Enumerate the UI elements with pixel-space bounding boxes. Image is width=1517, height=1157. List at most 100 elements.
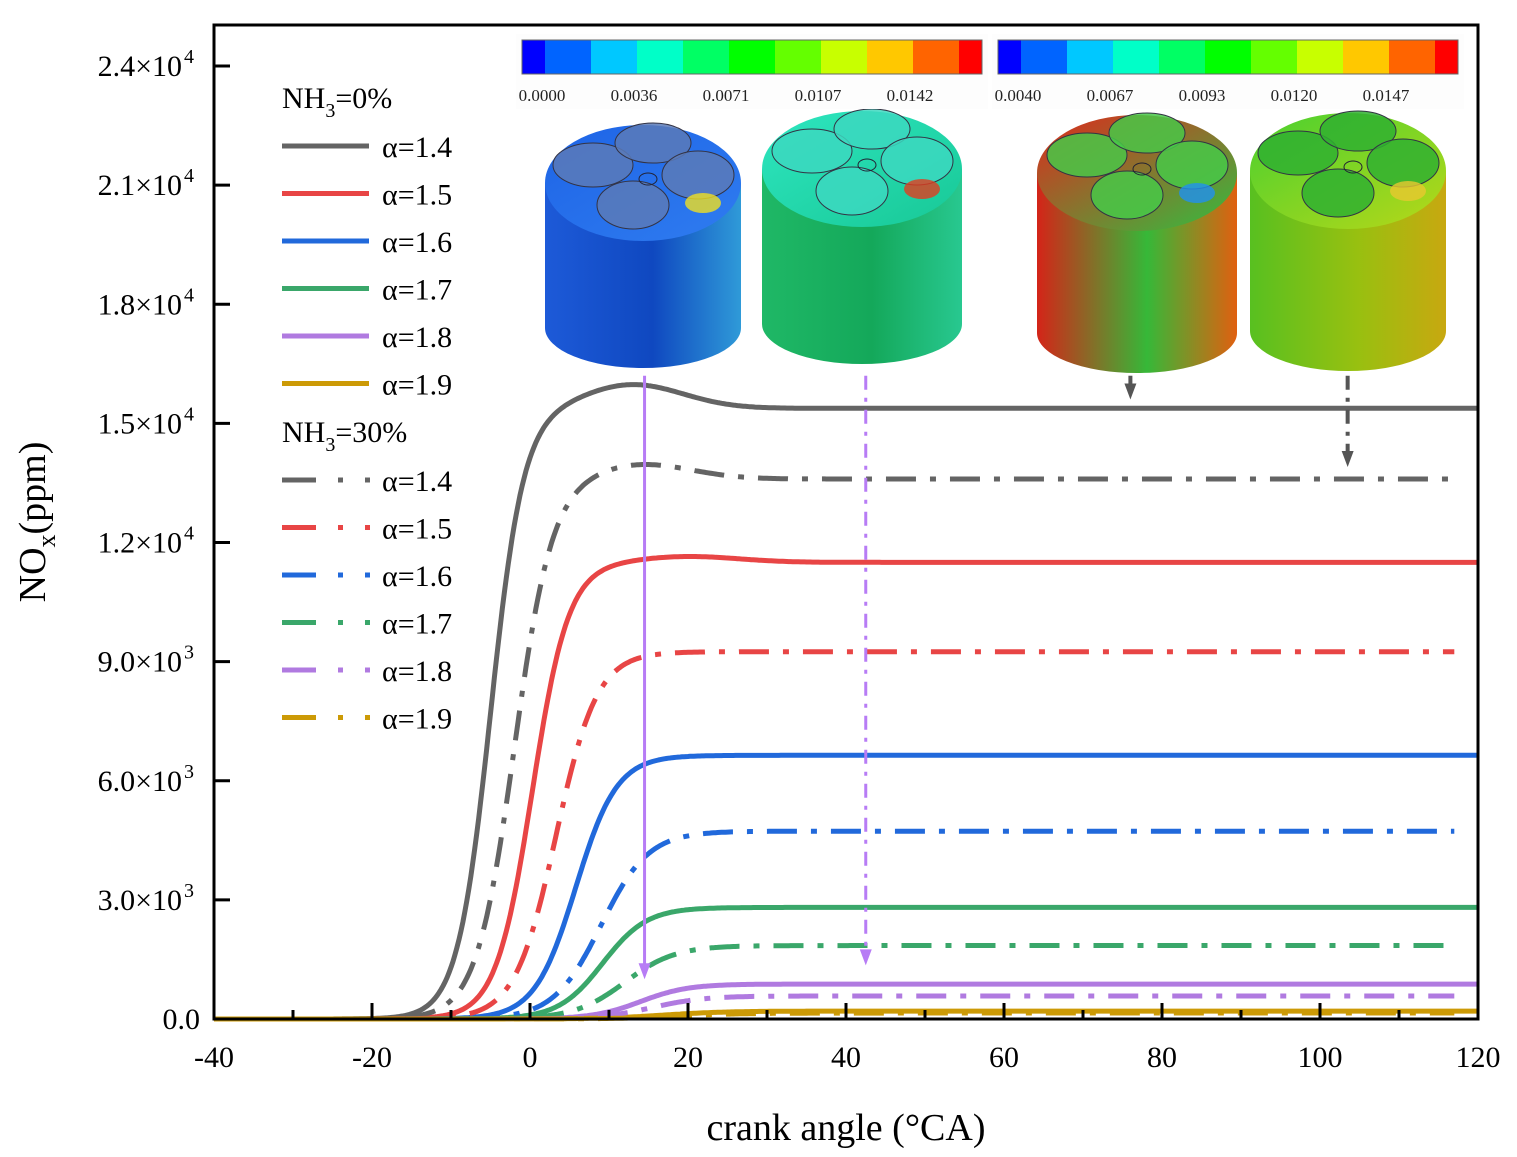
y-tick-label: 0.0 xyxy=(163,1003,201,1036)
legend-entry-label: α=1.7 xyxy=(382,608,452,641)
legend-entry-label: α=1.8 xyxy=(382,321,452,354)
y-tick-label: 2.4×10 xyxy=(98,50,182,83)
colorbar-swatch xyxy=(591,40,638,74)
valve-hole xyxy=(1319,110,1397,152)
colorbar-border xyxy=(521,39,983,75)
y-tick-exponent: 4 xyxy=(184,284,194,306)
legend-swatch-dot xyxy=(338,715,343,720)
colorbar-label: 0.0067 xyxy=(1087,86,1134,105)
colorbar-swatch xyxy=(1159,40,1206,74)
colorbar-swatch xyxy=(775,40,822,74)
annotation-arrow xyxy=(859,375,872,966)
series-line-nh3-0-alpha-1-7 xyxy=(213,904,1479,1022)
y-tick-exponent: 3 xyxy=(184,761,194,783)
y-tick-label: 1.2×10 xyxy=(98,527,182,560)
legend-swatch-dot xyxy=(365,667,370,673)
insets-layer xyxy=(537,102,1454,376)
x-tick-label: 100 xyxy=(1298,1041,1343,1074)
legend: NH3=0% α=1.4 α=1.5 α=1.6 α=1.7 α=1.8 α=1.9 NH3=… xyxy=(282,82,452,736)
colorbar-label: 0.0147 xyxy=(1363,86,1410,105)
colorbar-0: 0.0000 0.0036 0.0071 0.0107 0.0142 xyxy=(516,34,988,109)
colorbar-label: 0.0107 xyxy=(795,86,842,105)
legend-entry-label: α=1.8 xyxy=(382,655,452,688)
y-axis-title: NOx(ppm) xyxy=(12,442,61,603)
colorbar-label: 0.0036 xyxy=(611,86,658,105)
x-tick-label: 20 xyxy=(673,1041,703,1074)
colorbar-swatch xyxy=(959,40,983,74)
inset-nh3-0-alpha-1-8-bowl xyxy=(754,102,970,367)
y-tick-label: 1.5×10 xyxy=(98,407,182,440)
colorbar-swatch xyxy=(1205,40,1252,74)
legend-entry-label: α=1.6 xyxy=(382,226,452,259)
x-tick-label: 120 xyxy=(1456,1041,1501,1074)
arrow-head xyxy=(859,949,872,966)
y-tick-exponent: 4 xyxy=(184,46,194,68)
x-tick-label: -20 xyxy=(352,1041,392,1074)
valve-hole xyxy=(661,150,735,200)
arrow-head xyxy=(638,963,651,980)
colorbars: 0.0000 0.0036 0.0071 0.0107 0.0142 0.0040 0.00… xyxy=(516,34,1464,109)
series-line-nh3-0-alpha-1-4 xyxy=(213,382,1479,1022)
colorbar-swatch xyxy=(522,40,546,74)
annotation-arrow xyxy=(638,375,651,980)
injector-mark xyxy=(1132,162,1152,176)
x-tick-label: 40 xyxy=(831,1041,861,1074)
y-axis-title-unit: (ppm) xyxy=(12,442,54,535)
colorbar-swatch xyxy=(637,40,684,74)
y-tick-label: 9.0×10 xyxy=(98,646,182,679)
colorbar-swatch xyxy=(545,40,592,74)
arrow-head xyxy=(1341,451,1354,468)
colorbar-swatch xyxy=(1343,40,1390,74)
inset-nh3-30-alpha-1-4-bowl xyxy=(1029,106,1245,376)
legend-swatch-dot xyxy=(365,620,370,625)
colorbar-label: 0.0000 xyxy=(519,86,566,105)
legend-group-title: NH3=0% xyxy=(282,82,392,122)
valve-hole xyxy=(1108,112,1186,154)
valve-hole xyxy=(596,180,670,230)
y-axis-title-main: NO xyxy=(12,547,54,602)
legend-swatch-dot xyxy=(365,477,370,483)
legend-entry-label: α=1.9 xyxy=(382,369,452,402)
colorbar-swatch xyxy=(821,40,868,74)
x-tick-label: 0 xyxy=(523,1041,538,1074)
colorbar-swatch xyxy=(1021,40,1068,74)
injector-mark xyxy=(857,158,877,172)
colorbar-swatch xyxy=(1389,40,1436,74)
colorbar-label: 0.0040 xyxy=(995,86,1042,105)
legend-entry-label: α=1.6 xyxy=(382,560,452,593)
hotspot xyxy=(1390,181,1426,201)
colorbar-label: 0.0120 xyxy=(1271,86,1318,105)
legend-swatch-dot xyxy=(365,715,370,720)
y-tick-exponent: 4 xyxy=(184,403,194,425)
colorbar-swatch xyxy=(913,40,960,74)
hotspot xyxy=(685,193,721,213)
valve-hole xyxy=(815,166,889,216)
y-tick-label: 3.0×10 xyxy=(98,884,182,917)
series-line-nh3-30-alpha-1-6 xyxy=(213,828,1455,1022)
colorbar-swatch xyxy=(1113,40,1160,74)
colorbar-swatch xyxy=(1435,40,1459,74)
injector-mark xyxy=(638,172,658,186)
colorbar-label: 0.0142 xyxy=(887,86,934,105)
legend-swatch-dot xyxy=(365,572,370,578)
inset-nh3-30-alpha-1-8-bowl xyxy=(1242,104,1454,374)
legend-entry-label: α=1.5 xyxy=(382,513,452,546)
colorbar-swatch xyxy=(683,40,730,74)
colorbar-swatch xyxy=(729,40,776,74)
y-tick-exponent: 4 xyxy=(184,523,194,545)
legend-entry-label: α=1.7 xyxy=(382,274,452,307)
colorbar-label: 0.0093 xyxy=(1179,86,1226,105)
y-tick-exponent: 4 xyxy=(184,165,194,187)
legend-entry-label: α=1.4 xyxy=(382,131,452,164)
hotspot xyxy=(1179,183,1215,203)
y-tick-label: 6.0×10 xyxy=(98,765,182,798)
valve-hole xyxy=(552,142,634,188)
legend-group-title: NH3=30% xyxy=(282,416,407,456)
valve-hole xyxy=(1366,138,1440,188)
colorbar-swatch xyxy=(1067,40,1114,74)
x-tick-label: 80 xyxy=(1147,1041,1177,1074)
annotation-arrow xyxy=(1124,375,1137,400)
valve-hole xyxy=(1046,132,1128,178)
